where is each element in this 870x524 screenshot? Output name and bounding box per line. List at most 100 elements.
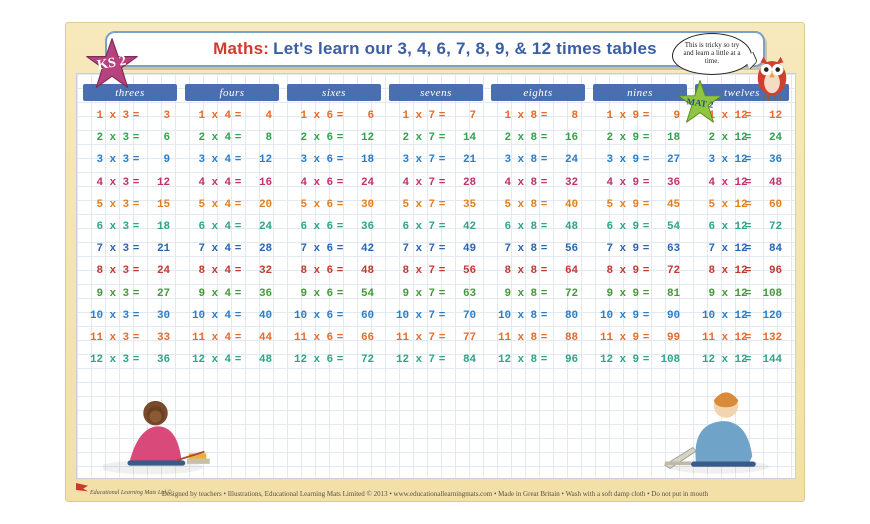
- answer: 120: [754, 310, 782, 322]
- equals-sign: =: [130, 310, 142, 322]
- answer: 16: [550, 132, 578, 144]
- table-row: 3 x 3 =9: [83, 149, 177, 171]
- equals-sign: =: [640, 110, 652, 122]
- expression: 8 x 8: [498, 265, 538, 277]
- table-row: 12 x 3 =36: [83, 349, 177, 371]
- equals-sign: =: [334, 132, 346, 144]
- answer: 21: [448, 154, 476, 166]
- answer: 27: [652, 154, 680, 166]
- equals-sign: =: [334, 354, 346, 366]
- expression: 3 x 6: [294, 154, 334, 166]
- equals-sign: =: [130, 221, 142, 233]
- child-illustration-left: [103, 378, 243, 478]
- expression: 4 x 9: [600, 177, 640, 189]
- expression: 12 x 8: [498, 354, 538, 366]
- equals-sign: =: [742, 199, 754, 211]
- table-row: 6 x 8 =48: [491, 216, 585, 238]
- table-row: 12 x 8 =96: [491, 349, 585, 371]
- column-twelves: 1 x 12=12 2 x 12=24 3 x 12=36 4 x 12=48 …: [695, 105, 789, 371]
- answer: 60: [346, 310, 374, 322]
- table-row: 12 x 12=144: [695, 349, 789, 371]
- expression: 11 x 12: [702, 332, 742, 344]
- equals-sign: =: [640, 332, 652, 344]
- answer: 3: [142, 110, 170, 122]
- answer: 84: [754, 243, 782, 255]
- expression: 7 x 4: [192, 243, 232, 255]
- expression: 6 x 12: [702, 221, 742, 233]
- title-text: Let's learn our 3, 4, 6, 7, 8, 9, & 12 t…: [273, 39, 657, 59]
- column-nines: 1 x 9 =9 2 x 9 =18 3 x 9 =27 4 x 9 =36 5…: [593, 105, 687, 371]
- expression: 12 x 6: [294, 354, 334, 366]
- answer: 6: [346, 110, 374, 122]
- grid-area: threesfourssixessevenseightsninestwelves…: [76, 73, 796, 479]
- equals-sign: =: [742, 132, 754, 144]
- expression: 3 x 4: [192, 154, 232, 166]
- equals-sign: =: [334, 332, 346, 344]
- answer: 88: [550, 332, 578, 344]
- equals-sign: =: [232, 243, 244, 255]
- learning-mat: KS 2 This is tricky so try and learn a l…: [65, 22, 805, 502]
- child-illustration-right: [635, 368, 775, 478]
- column-header-sevens: sevens: [389, 84, 483, 101]
- table-row: 6 x 12=72: [695, 216, 789, 238]
- equals-sign: =: [232, 110, 244, 122]
- expression: 2 x 6: [294, 132, 334, 144]
- answer: 15: [142, 199, 170, 211]
- table-row: 10 x 4 =40: [185, 305, 279, 327]
- equals-sign: =: [538, 288, 550, 300]
- equals-sign: =: [334, 177, 346, 189]
- equals-sign: =: [538, 110, 550, 122]
- answer: 54: [346, 288, 374, 300]
- expression: 8 x 3: [90, 265, 130, 277]
- table-row: 1 x 7 =7: [389, 105, 483, 127]
- table-row: 6 x 6 =36: [287, 216, 381, 238]
- answer: 64: [550, 265, 578, 277]
- expression: 9 x 8: [498, 288, 538, 300]
- table-row: 6 x 7 =42: [389, 216, 483, 238]
- equals-sign: =: [436, 110, 448, 122]
- answer: 144: [754, 354, 782, 366]
- equals-sign: =: [232, 310, 244, 322]
- expression: 10 x 7: [396, 310, 436, 322]
- expression: 7 x 7: [396, 243, 436, 255]
- answer: 70: [448, 310, 476, 322]
- times-table-grid: 1 x 3 =3 2 x 3 =6 3 x 3 =9 4 x 3 =12 5 x…: [77, 101, 795, 371]
- answer: 24: [142, 265, 170, 277]
- table-row: 1 x 6 =6: [287, 105, 381, 127]
- column-threes: 1 x 3 =3 2 x 3 =6 3 x 3 =9 4 x 3 =12 5 x…: [83, 105, 177, 371]
- answer: 49: [448, 243, 476, 255]
- expression: 8 x 4: [192, 265, 232, 277]
- answer: 44: [244, 332, 272, 344]
- equals-sign: =: [130, 288, 142, 300]
- table-row: 9 x 4 =36: [185, 283, 279, 305]
- answer: 32: [550, 177, 578, 189]
- table-row: 7 x 6 =42: [287, 238, 381, 260]
- answer: 35: [448, 199, 476, 211]
- table-row: 6 x 9 =54: [593, 216, 687, 238]
- answer: 8: [244, 132, 272, 144]
- table-row: 11 x 6 =66: [287, 327, 381, 349]
- table-row: 10 x 12=120: [695, 305, 789, 327]
- answer: 48: [346, 265, 374, 277]
- answer: 54: [652, 221, 680, 233]
- equals-sign: =: [742, 354, 754, 366]
- answer: 90: [652, 310, 680, 322]
- answer: 36: [346, 221, 374, 233]
- answer: 108: [754, 288, 782, 300]
- expression: 10 x 6: [294, 310, 334, 322]
- equals-sign: =: [640, 199, 652, 211]
- equals-sign: =: [130, 265, 142, 277]
- equals-sign: =: [436, 177, 448, 189]
- expression: 11 x 3: [90, 332, 130, 344]
- expression: 9 x 7: [396, 288, 436, 300]
- expression: 8 x 9: [600, 265, 640, 277]
- answer: 24: [754, 132, 782, 144]
- equals-sign: =: [130, 110, 142, 122]
- equals-sign: =: [742, 110, 754, 122]
- expression: 6 x 6: [294, 221, 334, 233]
- equals-sign: =: [538, 132, 550, 144]
- table-row: 7 x 7 =49: [389, 238, 483, 260]
- answer: 30: [346, 199, 374, 211]
- table-row: 10 x 6 =60: [287, 305, 381, 327]
- table-row: 4 x 6 =24: [287, 172, 381, 194]
